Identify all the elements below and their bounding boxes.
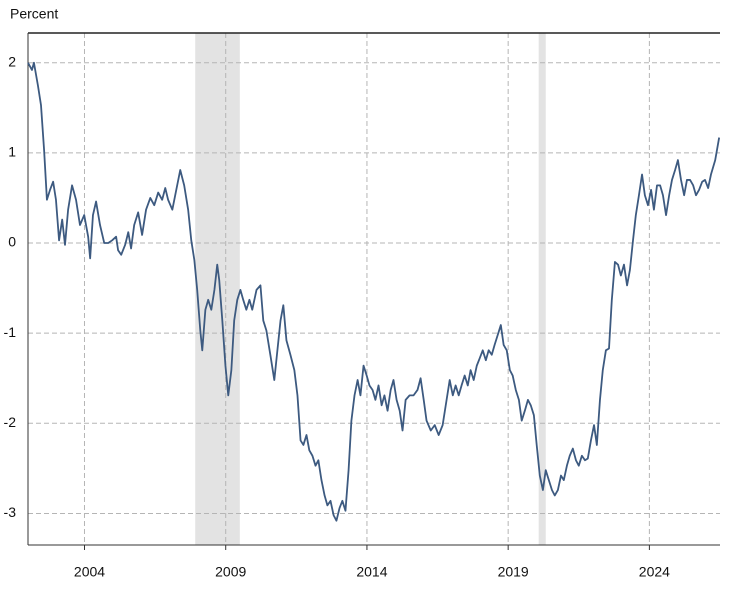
data-line (27, 61, 721, 522)
y-axis-label: Percent (10, 6, 58, 22)
shaded-period (195, 33, 240, 545)
y-tick-label: 0 (8, 234, 16, 250)
y-tick-label: -2 (4, 414, 17, 430)
y-tick-label: -3 (4, 504, 17, 520)
x-tick-label: 2024 (639, 564, 670, 580)
y-tick-label: -1 (4, 324, 17, 340)
x-tick-label: 2004 (74, 564, 105, 580)
x-tick-label: 2009 (215, 564, 246, 580)
shaded-period (538, 33, 546, 545)
y-tick-label: 1 (8, 144, 16, 160)
y-tick-label: 2 (8, 53, 16, 69)
x-tick-label: 2014 (356, 564, 387, 580)
x-tick-label: 2019 (498, 564, 529, 580)
